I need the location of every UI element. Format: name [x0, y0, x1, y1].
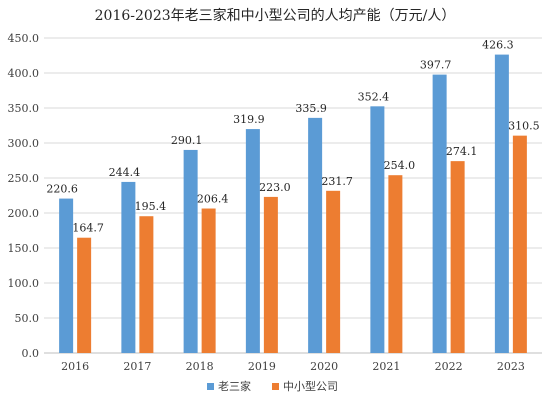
gridlines [44, 37, 542, 354]
y-tick-label: 400.0 [8, 67, 40, 80]
data-label: 335.9 [295, 102, 327, 115]
bar-series-1 [121, 181, 136, 353]
bar-series-1 [432, 74, 447, 354]
bar-series-1 [183, 149, 198, 353]
legend-label-series-2: 中小型公司 [283, 379, 338, 393]
legend-swatch-series-2 [272, 383, 279, 390]
data-label: 352.4 [358, 90, 390, 103]
data-label: 206.4 [197, 193, 229, 206]
data-label: 164.7 [72, 222, 104, 235]
x-axis-ticks: 2016 2017 2018 2019 2020 2021 2022 2023 [61, 360, 525, 373]
bar-series-1 [245, 129, 260, 353]
data-labels: 220.6 164.7 244.4 195.4 290.1 206.4 319.9 223.0… [46, 39, 539, 235]
bar-series-2 [77, 237, 92, 353]
x-tick-label: 2022 [435, 360, 463, 373]
data-label: 426.3 [482, 39, 514, 52]
y-tick-label: 100.0 [8, 277, 40, 290]
data-label: 231.7 [321, 175, 353, 188]
y-tick-label: 250.0 [8, 172, 40, 185]
data-label: 274.1 [446, 145, 478, 158]
chart-title: 2016-2023年老三家和中小型公司的人均产能（万元/人） [95, 7, 456, 24]
bar-series-2 [388, 175, 403, 353]
y-axis-ticks: 0.0 50.0 100.0 150.0 200.0 250.0 300.0 350.0 400… [8, 32, 40, 360]
bar-series-2 [450, 161, 465, 353]
y-tick-label: 0.0 [22, 347, 40, 360]
data-label: 195.4 [135, 200, 167, 213]
bar-series-2 [139, 216, 154, 353]
bars [59, 54, 527, 354]
data-label: 223.0 [259, 181, 291, 194]
bar-series-2 [326, 190, 341, 353]
data-label: 220.6 [46, 183, 78, 196]
bar-series-1 [308, 117, 323, 354]
x-tick-label: 2016 [61, 360, 89, 373]
x-tick-label: 2018 [186, 360, 214, 373]
bar-series-1 [494, 54, 509, 354]
data-label: 319.9 [233, 113, 265, 126]
data-label: 254.0 [384, 159, 416, 172]
bar-series-2 [263, 196, 278, 353]
legend-swatch-series-1 [207, 383, 214, 390]
bar-series-1 [370, 106, 385, 353]
bar-series-1 [59, 198, 74, 353]
bar-series-2 [201, 208, 216, 353]
data-label: 244.4 [109, 166, 141, 179]
x-tick-label: 2019 [248, 360, 276, 373]
x-tick-label: 2017 [123, 360, 151, 373]
data-label: 310.5 [508, 120, 540, 133]
y-tick-label: 450.0 [8, 32, 40, 45]
y-tick-label: 200.0 [8, 207, 40, 220]
y-tick-label: 150.0 [8, 242, 40, 255]
legend: 老三家 中小型公司 [207, 379, 338, 393]
bar-series-2 [512, 135, 527, 353]
x-tick-label: 2020 [310, 360, 338, 373]
x-tick-label: 2021 [372, 360, 400, 373]
y-tick-label: 50.0 [15, 312, 40, 325]
x-tick-label: 2023 [497, 360, 525, 373]
legend-label-series-1: 老三家 [218, 379, 251, 393]
y-tick-label: 300.0 [8, 137, 40, 150]
data-label: 290.1 [171, 134, 203, 147]
y-tick-label: 350.0 [8, 102, 40, 115]
data-label: 397.7 [420, 59, 452, 72]
